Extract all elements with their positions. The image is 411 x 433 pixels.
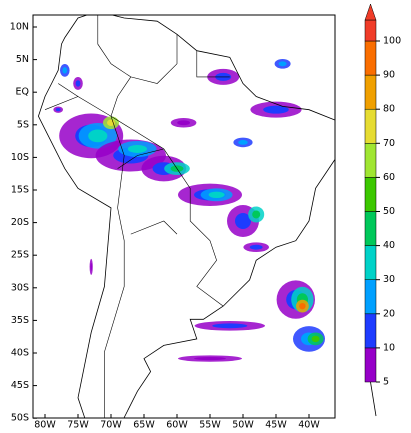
colorbar-segment (364, 279, 377, 315)
rain-core (90, 262, 92, 271)
colorbar-label: 5 (383, 377, 389, 388)
lat-label: 45S (11, 380, 29, 391)
lat-label: 50S (11, 413, 29, 424)
rain-core (299, 302, 306, 310)
coastlines (37, 15, 335, 418)
border (58, 76, 132, 117)
colorbar-label: 50 (383, 206, 395, 217)
lon-label: 80W (34, 420, 56, 431)
colorbar-segment (364, 245, 377, 280)
lon-label: 50W (232, 420, 254, 431)
lat-label: EQ (16, 87, 29, 98)
rain-core (127, 144, 147, 153)
colorbar-tail (370, 381, 377, 417)
colorbar-segment (364, 143, 377, 178)
border (44, 96, 79, 110)
lat-label: 20S (11, 217, 29, 228)
rain-core (249, 244, 263, 250)
colorbar-arrow (364, 3, 377, 21)
lon-label: 55W (199, 420, 221, 431)
border (110, 115, 224, 307)
rain-core (252, 210, 261, 219)
rain-core (194, 356, 226, 361)
colorbar-segment (364, 211, 377, 246)
rain-core (212, 323, 248, 329)
lat-label: 5N (16, 54, 29, 65)
colorbar-label: 10 (383, 342, 395, 353)
colorbar-segment (364, 40, 377, 76)
lat-label: 30S (11, 282, 29, 293)
border (196, 50, 230, 78)
rain-core (177, 120, 191, 126)
lon-label: 40W (298, 420, 320, 431)
lat-label: 35S (11, 315, 29, 326)
colorbar-label: 30 (383, 274, 395, 285)
colorbar-label: 60 (383, 172, 395, 183)
rain-core (75, 80, 81, 87)
coastline (37, 15, 335, 418)
colorbar-segment (364, 347, 377, 383)
lon-label: 70W (100, 420, 122, 431)
border (130, 220, 178, 235)
colorbar-label: 90 (383, 70, 395, 81)
rain-core (107, 119, 115, 126)
colorbar-label: 20 (383, 308, 395, 319)
colorbar-extend-top (364, 19, 377, 42)
colorbar-segment (364, 177, 377, 212)
axes: 10N 5N EQ 5S 10S 15S 20S 25S 30S 35S 40S 45S 50S 80W 7… (10, 22, 321, 431)
precipitation-field (53, 59, 325, 362)
lat-label: 10N (10, 22, 29, 33)
colorbar-segment (364, 74, 377, 110)
lon-label: 60W (166, 420, 188, 431)
rain-core (238, 140, 248, 145)
map-frame (32, 14, 336, 419)
rain-core (62, 67, 68, 74)
border (97, 15, 178, 84)
border (117, 148, 164, 169)
lon-label: 45W (265, 420, 287, 431)
lat-label: 25S (11, 250, 29, 261)
lon-label: 65W (133, 420, 155, 431)
lon-label: 75W (67, 420, 89, 431)
colorbar-segment (364, 313, 377, 349)
lat-label: 5S (17, 119, 29, 130)
border (104, 116, 125, 418)
colorbar-label: 100 (383, 36, 401, 47)
rain-core (55, 108, 61, 112)
rain-core (311, 335, 320, 343)
lat-label: 40S (11, 348, 29, 359)
colorbar-label: 40 (383, 240, 395, 251)
colorbar-label: 80 (383, 104, 395, 115)
rain-core (208, 191, 225, 198)
lat-label: 10S (11, 152, 29, 163)
colorbar: 5 10 20 30 40 50 60 70 80 90 100 (364, 3, 401, 417)
rain-core (263, 105, 289, 114)
rain-core (235, 213, 251, 229)
rain-core (88, 129, 108, 143)
colorbar-label: 70 (383, 138, 395, 149)
rain-core (278, 61, 287, 67)
colorbar-segment (364, 108, 377, 144)
lat-label: 15S (11, 185, 29, 196)
